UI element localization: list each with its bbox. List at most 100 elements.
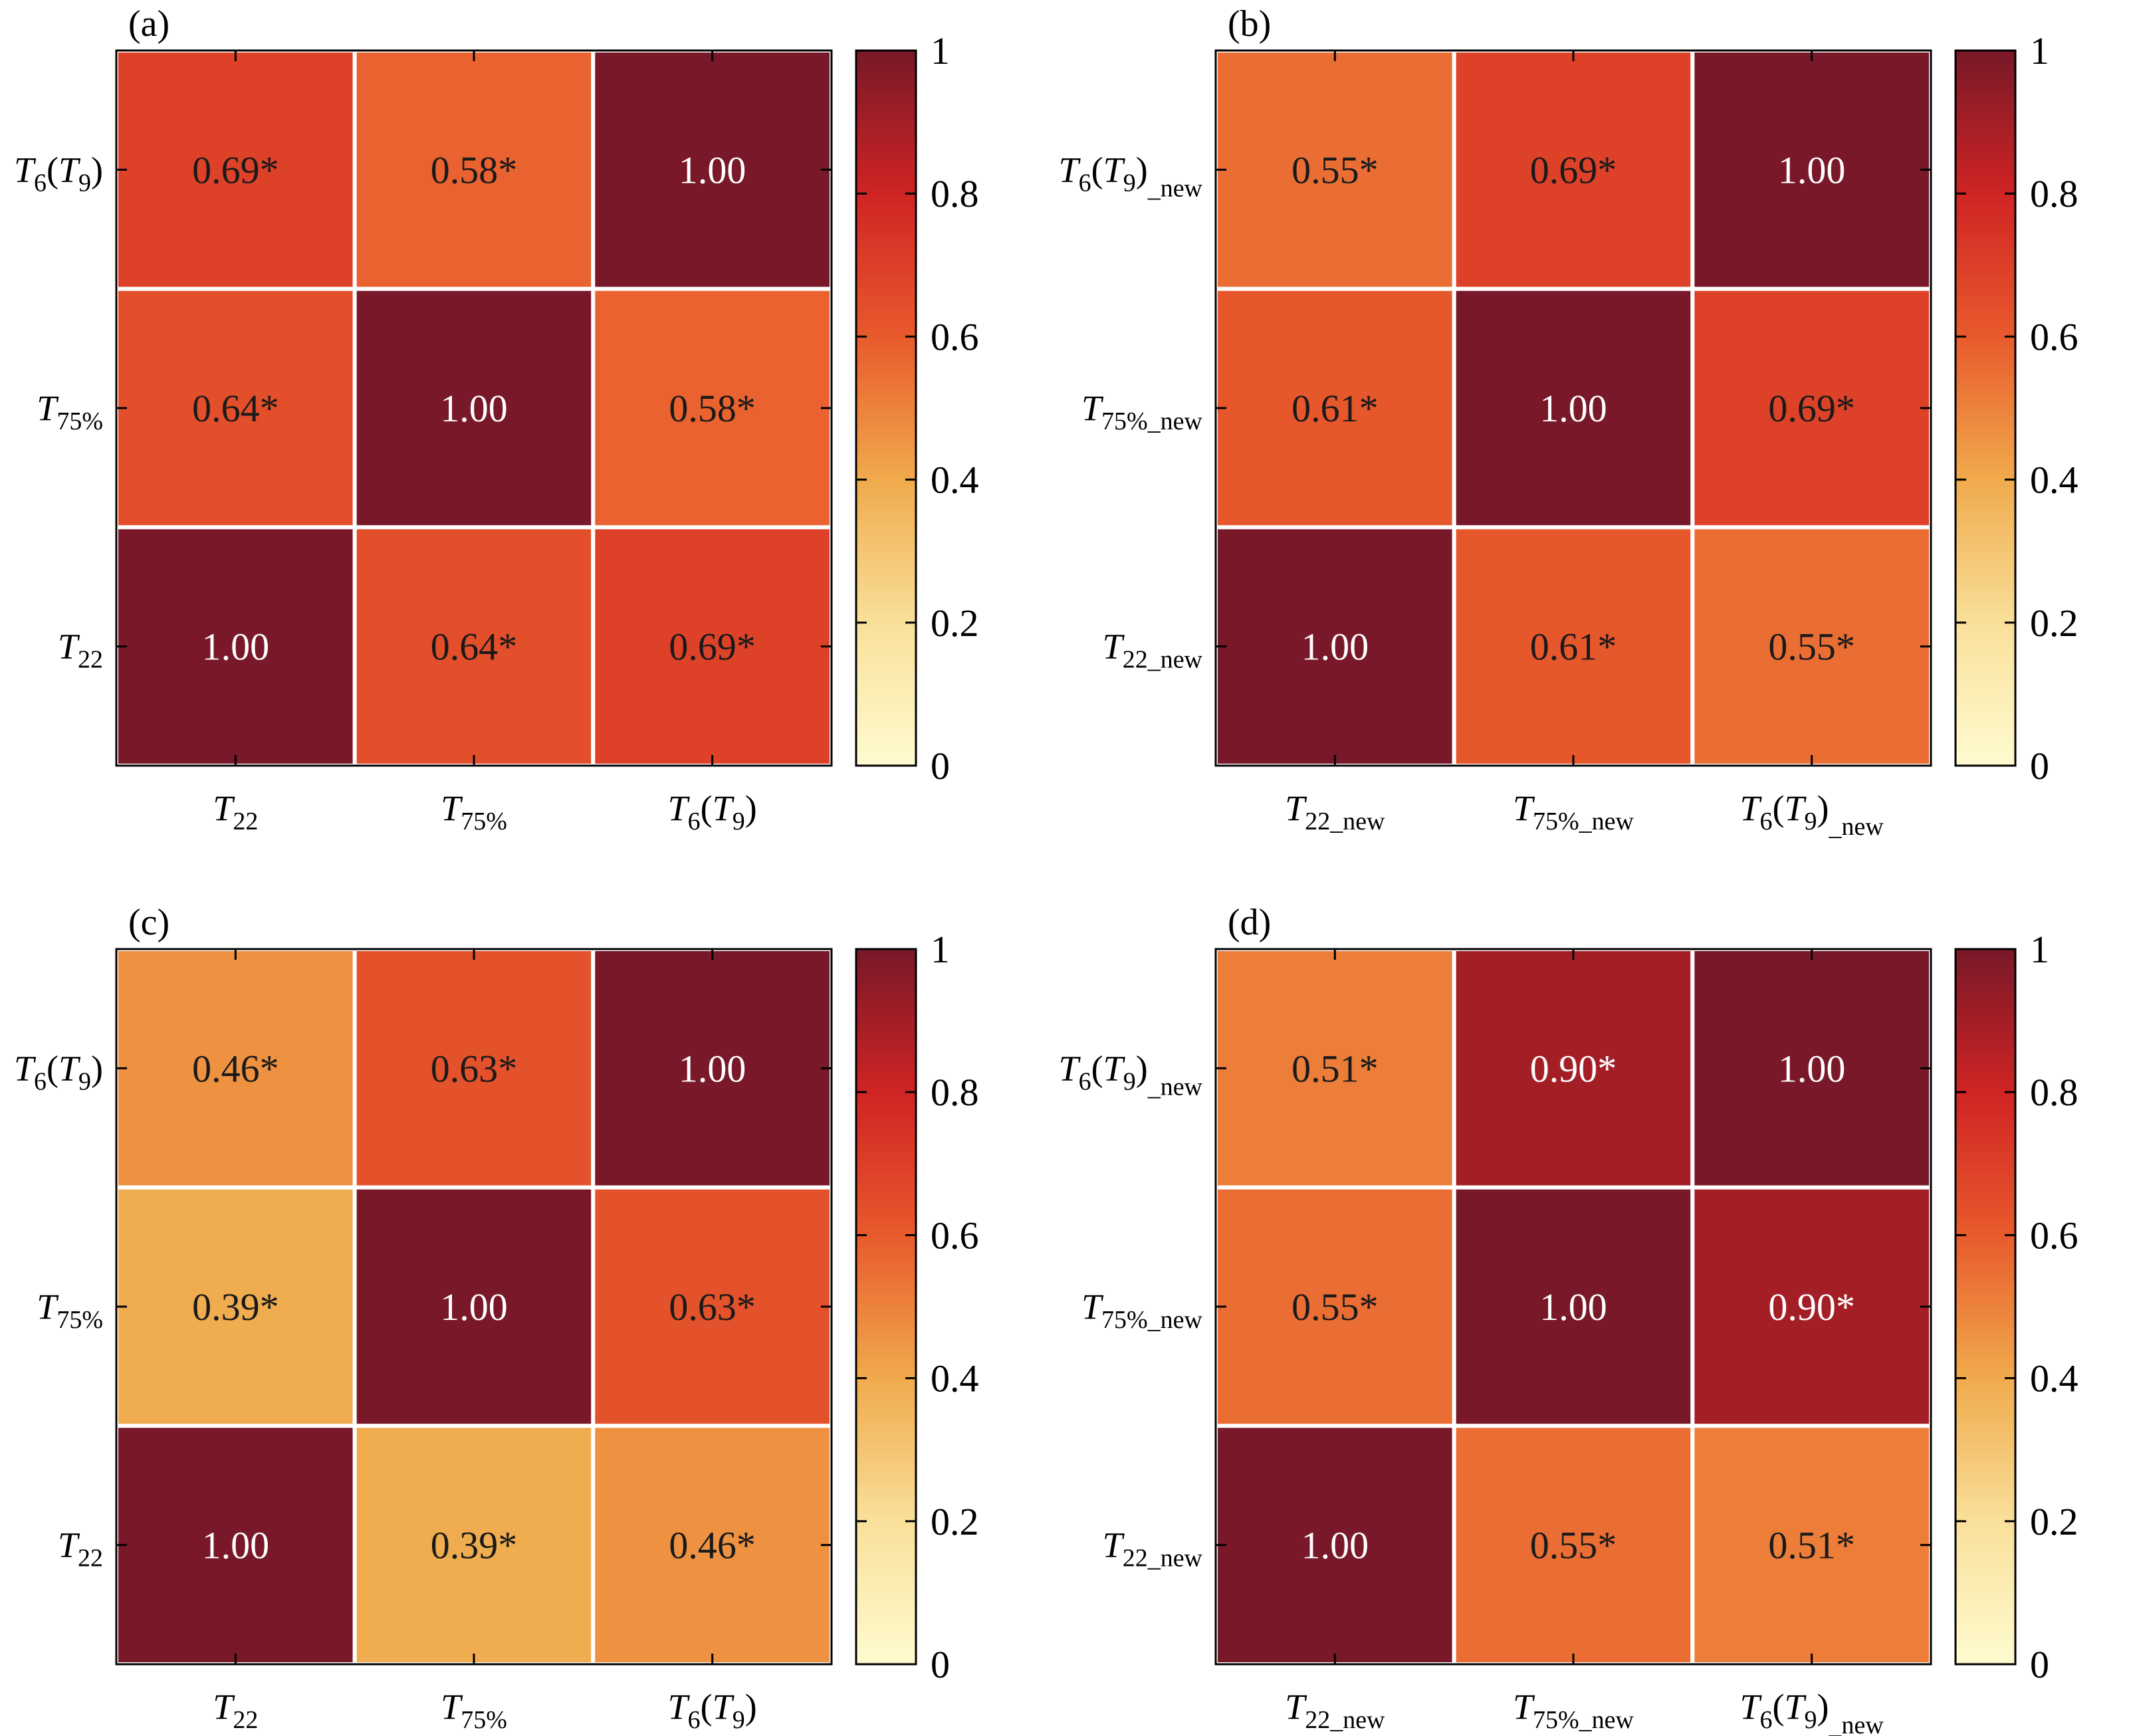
x-tick-label: T75% bbox=[441, 1687, 507, 1734]
y-tick-label: T75% bbox=[37, 1287, 103, 1334]
cell-value-label: 0.61* bbox=[1291, 387, 1379, 430]
colorbar-tick-label: 0.6 bbox=[931, 1214, 979, 1257]
heatmap-cell bbox=[1214, 1185, 1456, 1428]
heatmap-cell bbox=[1690, 286, 1933, 530]
colorbar-tick-label: 0 bbox=[2030, 1643, 2049, 1686]
heatmap-cell bbox=[1214, 1424, 1456, 1666]
cell-value-label: 0.55* bbox=[1291, 1285, 1379, 1329]
colorbar-tick-label: 1 bbox=[931, 928, 950, 971]
panel-d: (d) 0.51* 0.90* 1.00 0.55* 1.00 0.90* 1.00 0.55*… bbox=[1059, 902, 2078, 1736]
cell-value-label: 0.58* bbox=[669, 387, 756, 430]
colorbar-tick-label: 0.8 bbox=[2030, 172, 2078, 215]
panel-b: (b) 0.55* 0.69* 1.00 0.61* 1.00 0.69* 1.00 0.61*… bbox=[1059, 3, 2078, 841]
cell-value-label: 0.55* bbox=[1768, 625, 1855, 669]
cell-value-label: 1.00 bbox=[1301, 1524, 1369, 1567]
cell-value-label: 0.51* bbox=[1768, 1524, 1855, 1567]
cell-value-label: 0.61* bbox=[1530, 625, 1617, 669]
panel-b-colorbar bbox=[1954, 49, 2017, 767]
panel-a-colorbar bbox=[855, 49, 917, 767]
cell-value-label: 0.69* bbox=[669, 625, 756, 669]
colorbar-tick-label: 0.4 bbox=[931, 459, 979, 502]
cell-value-label: 0.90* bbox=[1530, 1047, 1617, 1090]
x-tick-label: T22 bbox=[213, 788, 258, 835]
colorbar-tick-label: 0.6 bbox=[2030, 315, 2078, 358]
cell-value-label: 1.00 bbox=[1539, 1285, 1607, 1329]
colorbar-tick-label: 0.2 bbox=[931, 1500, 979, 1543]
colorbar-tick-label: 0 bbox=[931, 744, 950, 788]
y-tick-label: T22 bbox=[58, 1525, 103, 1573]
cell-value-label: 0.46* bbox=[192, 1047, 279, 1090]
x-tick-label: T6(T9)_new bbox=[1739, 788, 1884, 841]
cell-value-label: 1.00 bbox=[1301, 625, 1369, 669]
cell-value-label: 1.00 bbox=[440, 1285, 508, 1329]
heatmap-cell bbox=[591, 286, 834, 530]
heatmap-cell bbox=[1452, 947, 1695, 1190]
cell-value-label: 1.00 bbox=[202, 1524, 270, 1567]
heatmap-cell bbox=[1452, 286, 1695, 530]
cell-value-label: 0.55* bbox=[1530, 1524, 1617, 1567]
x-tick-label: T22_new bbox=[1285, 1687, 1385, 1734]
cell-value-label: 0.46* bbox=[669, 1524, 756, 1567]
cell-value-label: 0.63* bbox=[669, 1285, 756, 1329]
x-tick-label: T6(T9)_new bbox=[1739, 1687, 1884, 1736]
y-tick-label: T6(T9) bbox=[14, 150, 103, 197]
colorbar-tick-label: 0.6 bbox=[931, 315, 979, 358]
colorbar-tick-label: 0.2 bbox=[931, 601, 979, 645]
colorbar-tick-label: 0.4 bbox=[2030, 1357, 2078, 1400]
cell-value-label: 1.00 bbox=[1778, 1047, 1846, 1090]
panel-d-colorbar bbox=[1954, 948, 2017, 1666]
heatmap-cell bbox=[1452, 1424, 1695, 1666]
cell-value-label: 1.00 bbox=[440, 387, 508, 430]
cell-value-label: 0.51* bbox=[1291, 1047, 1379, 1090]
colorbar-tick-label: 0.6 bbox=[2030, 1214, 2078, 1257]
y-tick-label: T22_new bbox=[1103, 1525, 1203, 1573]
heatmap-cell bbox=[352, 525, 596, 768]
cell-value-label: 1.00 bbox=[1539, 387, 1607, 430]
colorbar-tick-label: 0 bbox=[931, 1643, 950, 1686]
colorbar-tick-label: 0.8 bbox=[931, 172, 979, 215]
x-tick-label: T22 bbox=[213, 1687, 258, 1734]
y-tick-label: T6(T9)_new bbox=[1059, 1048, 1203, 1101]
cell-value-label: 0.64* bbox=[431, 625, 518, 669]
x-tick-label: T75%_new bbox=[1513, 1687, 1634, 1734]
heatmap-cell bbox=[1452, 1185, 1695, 1428]
colorbar-tick-label: 0.8 bbox=[2030, 1071, 2078, 1114]
heatmap-cell bbox=[1690, 1185, 1933, 1428]
heatmap-cell bbox=[591, 1185, 834, 1428]
heatmap-cell bbox=[1690, 1424, 1933, 1666]
heatmap-cell bbox=[591, 1424, 834, 1666]
colorbar-tick-label: 1 bbox=[2030, 29, 2049, 72]
x-tick-label: T6(T9) bbox=[668, 1687, 757, 1734]
cell-value-label: 0.58* bbox=[431, 148, 518, 191]
cell-value-label: 0.63* bbox=[431, 1047, 518, 1090]
panel-a: (a) 0.69* 0.58* 1.00 0.64* 1.00 0.58* 1.00 0.64*… bbox=[14, 3, 979, 835]
cell-value-label: 0.90* bbox=[1768, 1285, 1855, 1329]
colorbar-tick-label: 0 bbox=[2030, 744, 2049, 788]
colorbar-tick-label: 1 bbox=[2030, 928, 2049, 971]
colorbar-tick-label: 0.4 bbox=[2030, 459, 2078, 502]
panel-c-colorbar bbox=[855, 948, 917, 1666]
x-tick-label: T6(T9) bbox=[668, 788, 757, 835]
cell-value-label: 0.69* bbox=[1768, 387, 1855, 430]
cell-value-label: 0.39* bbox=[431, 1524, 518, 1567]
cell-value-label: 0.39* bbox=[192, 1285, 279, 1329]
cell-value-label: 0.55* bbox=[1291, 148, 1379, 191]
y-tick-label: T75%_new bbox=[1081, 388, 1203, 435]
y-tick-label: T22_new bbox=[1103, 627, 1203, 674]
cell-value-label: 0.69* bbox=[192, 148, 279, 191]
y-tick-label: T6(T9) bbox=[14, 1048, 103, 1095]
colorbar-tick-label: 0.2 bbox=[2030, 601, 2078, 645]
y-tick-label: T22 bbox=[58, 627, 103, 674]
heatmap-cell bbox=[114, 49, 357, 291]
heatmap-cell bbox=[352, 947, 596, 1190]
cell-value-label: 0.69* bbox=[1530, 148, 1617, 191]
cell-value-label: 1.00 bbox=[202, 625, 270, 669]
panel-d-label: (d) bbox=[1228, 902, 1271, 943]
x-tick-label: T22_new bbox=[1285, 788, 1385, 835]
panel-a-label: (a) bbox=[128, 3, 169, 45]
cell-value-label: 1.00 bbox=[679, 1047, 746, 1090]
colorbar-tick-label: 0.2 bbox=[2030, 1500, 2078, 1543]
panel-b-label: (b) bbox=[1228, 3, 1271, 45]
x-tick-label: T75% bbox=[441, 788, 507, 835]
